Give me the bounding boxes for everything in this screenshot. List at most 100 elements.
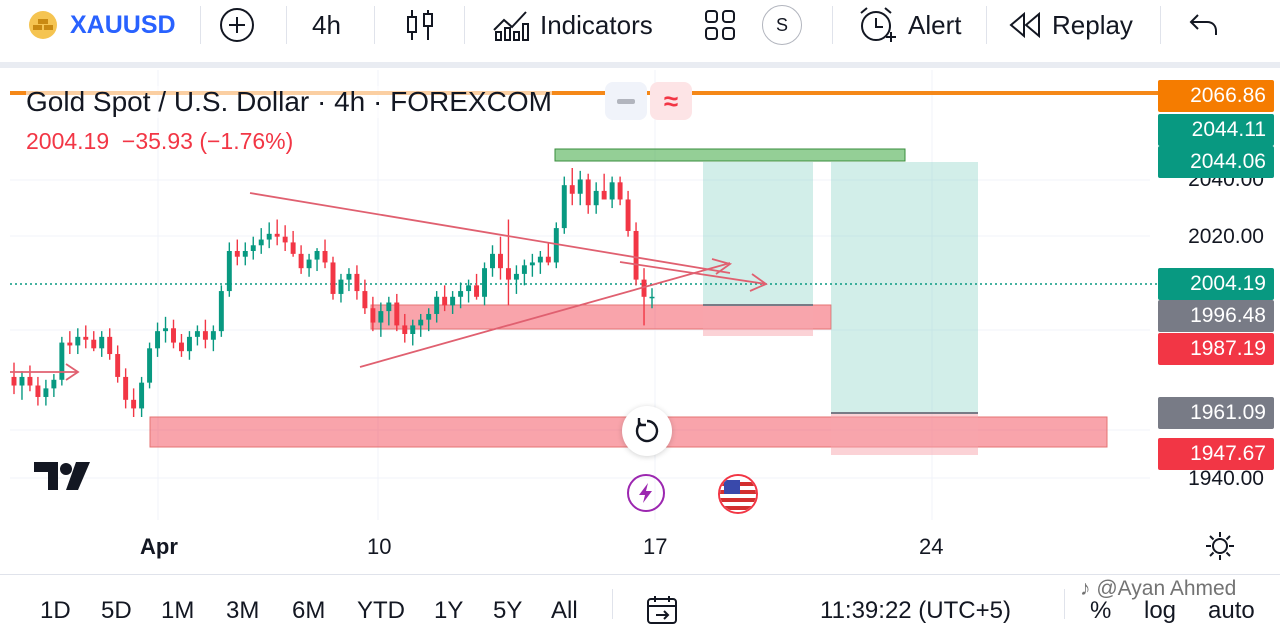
range-6m[interactable]: 6M xyxy=(292,597,326,624)
candle-body xyxy=(569,185,575,194)
candle-body xyxy=(545,256,551,263)
price-label-grey[interactable]: 1996.48 xyxy=(1158,300,1274,332)
range-5d[interactable]: 5D xyxy=(101,597,132,624)
legend-last-price: 2004.19 xyxy=(26,128,110,154)
candle-body xyxy=(561,185,567,229)
alert-label: Alert xyxy=(908,9,962,40)
chart-area[interactable] xyxy=(0,62,1280,578)
log-scale-toggle[interactable]: log xyxy=(1144,597,1177,624)
candle-body xyxy=(649,296,655,299)
divider xyxy=(612,589,613,619)
legend-title[interactable]: Gold Spot / U.S. Dollar · 4h · FOREXCOM xyxy=(26,86,552,118)
grid-layout-icon xyxy=(705,10,735,40)
candle-body xyxy=(553,228,559,263)
position-stop-1[interactable] xyxy=(703,305,813,336)
indicators-label: Indicators xyxy=(540,9,653,40)
price-label-red[interactable]: 1947.67 xyxy=(1158,438,1274,470)
candle-body xyxy=(529,262,535,266)
candle-body xyxy=(641,279,647,297)
us-flag-icon xyxy=(720,476,756,512)
collapse-legend-button[interactable] xyxy=(605,82,647,120)
tradingview-logo[interactable] xyxy=(34,462,90,490)
goto-date-button[interactable] xyxy=(646,595,678,630)
interval-button[interactable]: 4h xyxy=(312,9,341,40)
chart-style-button[interactable]: ≈ xyxy=(650,82,692,120)
replay-label: Replay xyxy=(1052,9,1133,40)
s-button[interactable]: S xyxy=(762,0,802,50)
candle-body xyxy=(617,182,623,200)
replay-button[interactable]: Replay xyxy=(1008,0,1133,50)
price-label-green[interactable]: 2044.06 xyxy=(1158,146,1274,178)
legend-change-pct: (−1.76%) xyxy=(199,128,294,154)
us-flag-event-button[interactable] xyxy=(718,474,758,514)
candle-body xyxy=(354,273,360,292)
divider xyxy=(464,6,465,44)
candle-body xyxy=(163,328,168,332)
candle-body xyxy=(434,296,440,314)
last-price-label[interactable]: 2004.19 xyxy=(1158,268,1274,300)
position-target-1[interactable] xyxy=(703,162,813,305)
candle-body xyxy=(67,342,73,346)
arrow-head-left xyxy=(65,363,80,381)
candle-body xyxy=(107,336,113,355)
position-stop-2[interactable] xyxy=(831,413,978,455)
range-5y[interactable]: 5Y xyxy=(493,597,523,624)
range-1m[interactable]: 1M xyxy=(161,597,195,624)
candle-body xyxy=(577,179,583,194)
trendline-lower[interactable] xyxy=(359,262,731,368)
arrow-line-2[interactable] xyxy=(619,261,767,285)
percent-scale-toggle[interactable]: % xyxy=(1090,597,1112,624)
candle-body xyxy=(43,388,49,397)
price-label-red[interactable]: 1987.19 xyxy=(1158,333,1274,365)
divider xyxy=(1064,589,1065,619)
candle-body xyxy=(370,308,376,323)
events-flash-button[interactable] xyxy=(627,474,665,512)
chart-settings-button[interactable] xyxy=(1204,530,1236,562)
symbol-button[interactable]: XAUUSD xyxy=(24,0,176,50)
symbol-label: XAUUSD xyxy=(70,10,176,39)
candle-body xyxy=(601,190,607,200)
range-3m[interactable]: 3M xyxy=(226,597,260,624)
rewind-icon xyxy=(1009,11,1040,39)
candles xyxy=(11,168,655,417)
resistance-zone[interactable] xyxy=(554,148,906,162)
range-1y[interactable]: 1Y xyxy=(434,597,464,624)
gear-icon xyxy=(1206,532,1234,560)
price-label-orange-line[interactable]: 2066.86 xyxy=(1158,80,1274,112)
candle-body xyxy=(418,319,424,326)
price-label-green[interactable]: 2044.11 xyxy=(1158,114,1274,146)
range-all[interactable]: All xyxy=(551,597,578,624)
candle-body xyxy=(186,336,192,352)
candle-body xyxy=(226,251,232,292)
candle-body xyxy=(490,253,495,269)
candle-body xyxy=(633,230,639,280)
auto-scale-toggle[interactable]: auto xyxy=(1208,597,1255,624)
candle-body xyxy=(218,291,224,332)
reset-icon xyxy=(635,418,659,443)
bottom-toolbar: 1D 5D 1M 3M 6M YTD 1Y 5Y All 11:39:22 (U… xyxy=(0,574,1280,629)
clock-timezone[interactable]: 11:39:22 (UTC+5) xyxy=(820,597,1011,624)
chart-type-button[interactable] xyxy=(404,0,436,50)
undo-button[interactable] xyxy=(1188,0,1220,50)
trendline-upper[interactable] xyxy=(249,192,731,274)
candle-body xyxy=(99,336,105,349)
candle-body xyxy=(386,302,392,312)
candle-body xyxy=(450,296,456,306)
candle-body xyxy=(474,285,480,297)
range-ytd[interactable]: YTD xyxy=(357,597,405,624)
watermark: ♪ @Ayan Ahmed xyxy=(1080,577,1236,601)
approx-icon: ≈ xyxy=(663,85,679,116)
candle-body xyxy=(91,339,97,349)
compare-button[interactable] xyxy=(218,0,256,50)
alert-button[interactable]: Alert xyxy=(856,0,961,50)
legend-price-row: 2004.19 −35.93 (−1.76%) xyxy=(26,128,293,155)
indicators-button[interactable]: Indicators xyxy=(492,0,653,50)
candle-body xyxy=(202,331,208,340)
candle-body xyxy=(266,233,272,240)
range-1d[interactable]: 1D xyxy=(40,597,71,624)
price-label-grey[interactable]: 1961.09 xyxy=(1158,397,1274,429)
reset-chart-button[interactable] xyxy=(622,406,672,456)
layout-button[interactable] xyxy=(704,0,736,50)
position-target-2[interactable] xyxy=(831,162,978,413)
arrow-head-2 xyxy=(749,273,768,292)
